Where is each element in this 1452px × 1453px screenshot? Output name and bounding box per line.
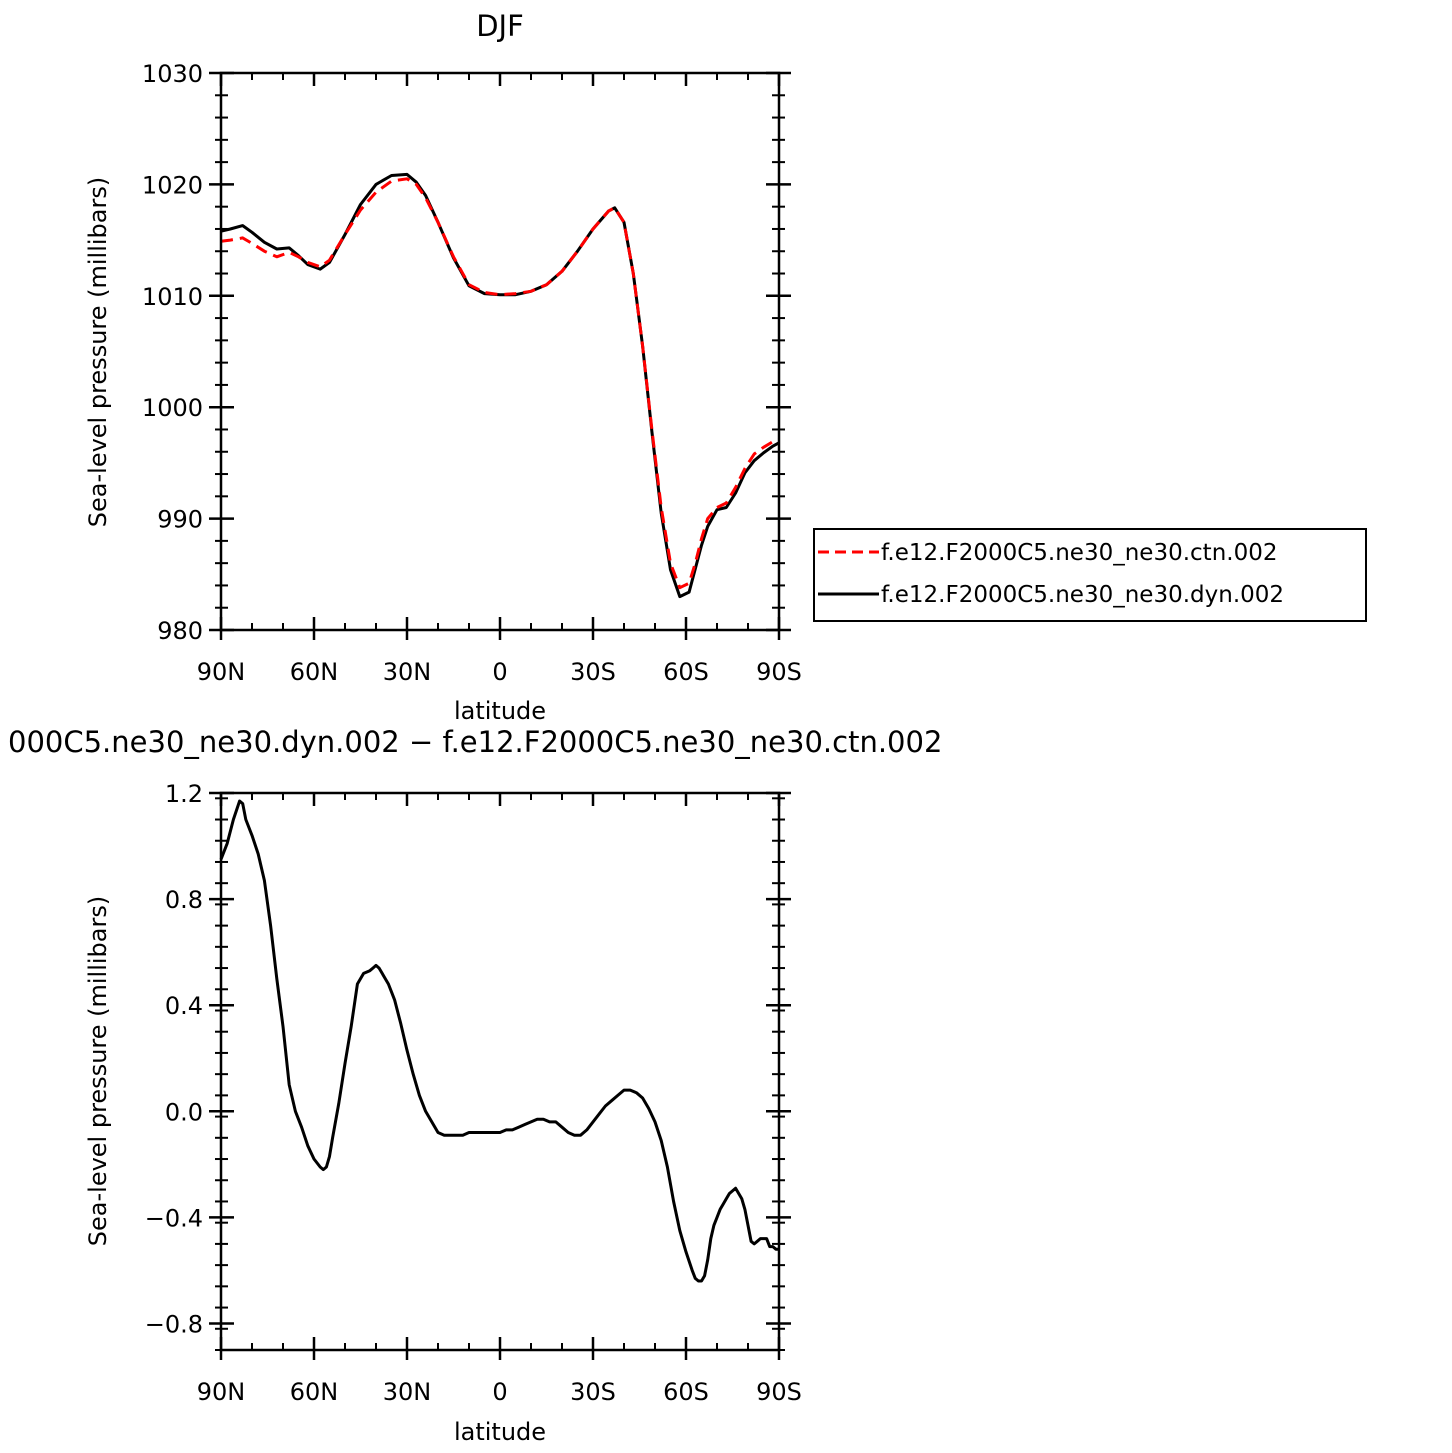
bottom-x-tick-label-5: 60S — [663, 1378, 709, 1406]
top-series-group — [220, 172, 780, 599]
bottom-y-tick-label-0: −0.8 — [145, 1310, 203, 1338]
top-y-tick-label-0: 980 — [157, 617, 203, 645]
bottom-chart-panel: 000C5.ne30_ne30.dyn.002 − f.e12.F2000C5.… — [8, 725, 942, 1446]
top-legend: f.e12.F2000C5.ne30_ne30.ctn.002 f.e12.F2… — [813, 528, 1367, 622]
top-y-tick-label-2: 1000 — [142, 394, 203, 422]
bottom-y-tick-label-1: −0.4 — [145, 1204, 203, 1232]
bottom-series-group — [219, 799, 779, 1283]
top-x-tick-label-5: 60S — [663, 658, 709, 686]
bottom-ticks-group: 90N 60N 30N 0 30S 60S 90S −0.8 −0.4 0.0 0.4 0.8 1.2 — [145, 780, 802, 1406]
bottom-x-tick-label-4: 30S — [570, 1378, 616, 1406]
legend-ctn-label: f.e12.F2000C5.ne30_ne30.ctn.002 — [881, 540, 1277, 566]
bottom-plot-frame — [219, 791, 781, 1352]
top-plot-frame — [219, 71, 781, 632]
bottom-y-tick-label-2: 0.0 — [165, 1098, 203, 1126]
top-chart-title: DJF — [476, 9, 524, 43]
top-ticks-group: 90N 60N 30N 0 30S 60S 90S 980 990 1000 1010 1020 103… — [142, 60, 802, 686]
bottom-y-tick-label-4: 0.8 — [165, 886, 203, 914]
top-chart-panel: DJF 90N 60N 30N 0 30S 60S 90S 980 990 1000 1010 102… — [84, 9, 1367, 725]
top-y-tick-label-4: 1020 — [142, 171, 203, 199]
bottom-x-axis-label: latitude — [454, 1418, 546, 1446]
legend-box — [813, 528, 1367, 622]
bottom-y-axis-label: Sea-level pressure (millibars) — [84, 896, 112, 1246]
top-x-tick-label-0: 90N — [197, 658, 246, 686]
top-x-tick-label-2: 30N — [383, 658, 432, 686]
bottom-x-tick-label-6: 90S — [756, 1378, 802, 1406]
bottom-y-tick-label-3: 0.4 — [165, 992, 203, 1020]
legend-dyn-label: f.e12.F2000C5.ne30_ne30.dyn.002 — [881, 582, 1284, 608]
top-y-tick-label-5: 1030 — [142, 60, 203, 88]
top-y-axis-label: Sea-level pressure (millibars) — [84, 177, 112, 527]
bottom-y-tick-label-5: 1.2 — [165, 780, 203, 808]
bottom-x-tick-label-1: 60N — [290, 1378, 339, 1406]
top-x-tick-label-1: 60N — [290, 658, 339, 686]
top-x-tick-label-3: 0 — [492, 658, 507, 686]
bottom-x-tick-label-3: 0 — [492, 1378, 507, 1406]
bottom-series-line-0 — [219, 799, 779, 1283]
top-x-axis-label: latitude — [454, 697, 546, 725]
bottom-x-tick-label-2: 30N — [383, 1378, 432, 1406]
top-y-tick-label-1: 990 — [157, 506, 203, 534]
bottom-chart-title: 000C5.ne30_ne30.dyn.002 − f.e12.F2000C5.… — [8, 725, 942, 759]
top-series-line-0 — [220, 177, 780, 590]
bottom-x-tick-label-0: 90N — [197, 1378, 246, 1406]
top-y-tick-label-3: 1010 — [142, 283, 203, 311]
top-x-tick-label-4: 30S — [570, 658, 616, 686]
top-x-tick-label-6: 90S — [756, 658, 802, 686]
top-series-line-1 — [220, 172, 780, 599]
